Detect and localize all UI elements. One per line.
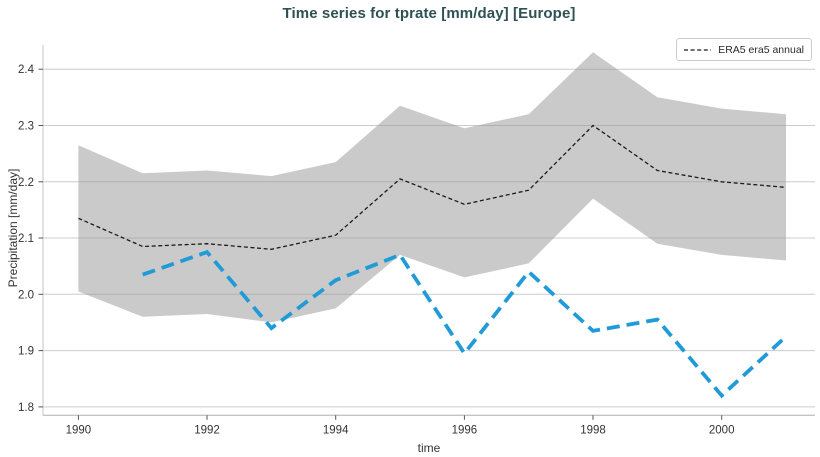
x-tick-label: 1998 [580,424,606,436]
y-axis-label: Precipitation [mm/day] [6,168,20,288]
gray-uncertainty-band [78,52,786,323]
y-tick-label: 2.0 [18,289,34,301]
blue-dashed-series [142,249,788,399]
legend-line-sample [684,48,712,51]
y-tick-label: 1.8 [18,402,34,414]
x-axis-label: time [417,441,441,455]
era5-annual-line [78,124,787,250]
y-tick-label: 1.9 [18,346,34,358]
x-tick-label: 1996 [452,424,478,436]
x-tick-label: 1990 [66,424,92,436]
y-tick-label: 2.2 [18,177,34,189]
chart-title: Time series for tprate [mm/day] [Europe] [282,5,576,22]
y-tick-label: 2.1 [18,233,34,245]
y-tick-label: 2.3 [18,121,34,133]
legend: ERA5 era5 annual [676,38,812,61]
x-tick-label: 2000 [709,424,735,436]
y-tick-label: 2.4 [18,64,35,76]
x-tick-label: 1992 [194,424,220,436]
x-tick-label: 1994 [323,424,349,436]
legend-entry-label: ERA5 era5 annual [718,43,804,56]
